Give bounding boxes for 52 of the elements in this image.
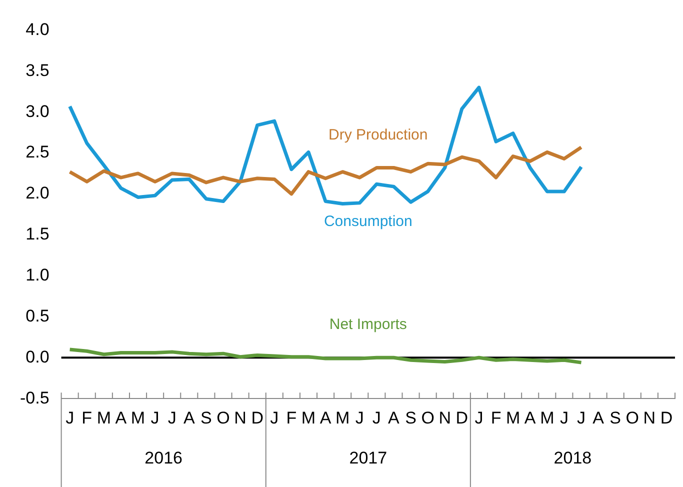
x-tick-label: J [66, 408, 74, 428]
y-tick-label: 0.5 [26, 306, 50, 326]
series-label: Dry Production [328, 126, 428, 144]
x-tick-label: D [660, 408, 673, 428]
text: 2016 [144, 448, 182, 468]
x-tick-label: S [610, 408, 622, 428]
x-tick-label: D [251, 408, 264, 428]
x-tick-label: J [168, 408, 176, 428]
x-tick-label: M [540, 408, 554, 428]
x-tick-label: N [234, 408, 246, 428]
x-tick-label: J [355, 408, 364, 428]
text: 2017 [349, 448, 388, 468]
x-tick-label: D [456, 408, 468, 428]
y-tick-label: 2.0 [26, 184, 50, 203]
y-tick-label: 1.0 [26, 265, 50, 284]
x-tick-label: O [216, 408, 230, 428]
x-tick-label: A [524, 408, 536, 428]
x-tick-label: O [421, 408, 434, 428]
x-tick-label: J [560, 408, 568, 428]
x-tick-label: F [490, 408, 502, 428]
x-tick-label: A [388, 408, 400, 428]
x-tick-label: J [150, 408, 160, 428]
series-label: Net Imports [329, 316, 407, 334]
x-tick-label: J [372, 408, 381, 428]
y-tick-label: 0.0 [26, 347, 50, 366]
text: 2018 [554, 448, 592, 468]
x-tick-label: M [130, 408, 146, 428]
x-tick-label: F [286, 408, 297, 428]
x-tick-label: M [301, 408, 316, 428]
x-tick-label: A [320, 408, 332, 428]
x-tick-label: N [438, 408, 451, 428]
y-tick-label: 4.0 [26, 20, 50, 39]
y-tick-label: 2.5 [26, 142, 50, 162]
y-tick-label: -0.5 [20, 388, 50, 408]
x-tick-label: F [82, 408, 92, 428]
x-tick-label: A [592, 408, 605, 428]
y-tick-label: 3.5 [26, 60, 50, 80]
x-tick-label: J [270, 408, 279, 428]
x-tick-label: M [96, 408, 111, 428]
x-tick-label: A [115, 408, 128, 428]
x-tick-label: M [506, 408, 520, 428]
x-tick-label: O [626, 408, 639, 428]
x-tick-label: S [200, 408, 212, 428]
y-tick-label: 1.5 [26, 224, 50, 244]
x-tick-label: J [576, 408, 586, 428]
x-tick-label: S [405, 408, 416, 428]
x-tick-label: J [474, 408, 484, 428]
x-tick-label: N [643, 408, 656, 428]
x-tick-label: M [335, 408, 350, 428]
series-label: Consumption [324, 212, 412, 230]
y-tick-label: 3.0 [26, 102, 50, 121]
x-tick-label: A [183, 408, 196, 428]
